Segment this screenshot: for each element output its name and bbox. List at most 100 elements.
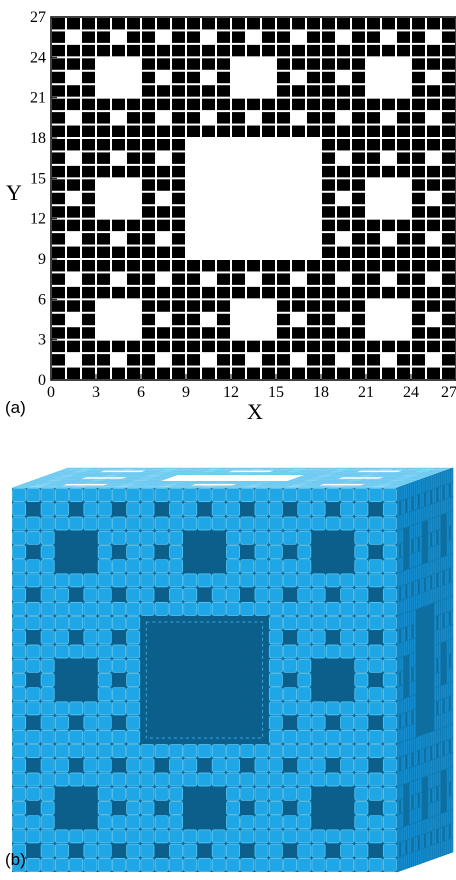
carpet-cell: [52, 192, 65, 205]
carpet-cell: [52, 219, 65, 232]
carpet-cell: [142, 58, 155, 70]
front-face-cube: [112, 602, 126, 616]
side-face-cube: [396, 771, 400, 788]
front-face-hole: [168, 644, 184, 659]
front-face-hole: [183, 559, 198, 574]
carpet-cell: [277, 85, 290, 97]
y-tick-label: 21: [30, 90, 46, 107]
carpet-cell: [322, 206, 335, 218]
side-face-cube: [438, 642, 441, 659]
side-face-cube: [450, 751, 454, 768]
front-face-cube: [154, 829, 169, 844]
front-face-hole: [69, 758, 84, 773]
front-face-cube: [97, 573, 112, 588]
front-face-hole: [282, 544, 298, 560]
front-face-cube: [226, 488, 240, 502]
side-face-cube: [433, 658, 437, 675]
front-face-hole: [140, 644, 155, 659]
carpet-cell: [112, 165, 125, 178]
side-face-cube: [444, 498, 448, 515]
front-face-hole: [211, 616, 226, 631]
carpet-cell: [217, 354, 230, 366]
top-face-cube: [224, 472, 242, 474]
side-face-cube: [429, 517, 433, 534]
carpet-cell: [187, 327, 200, 339]
side-face-cube: [396, 671, 400, 688]
carpet-cell: [97, 125, 110, 137]
front-face-cube: [297, 644, 312, 659]
front-face-hole: [154, 701, 169, 716]
carpet-cell: [217, 112, 230, 124]
front-face-cube: [283, 559, 297, 574]
front-face-hole: [254, 687, 269, 702]
top-face-cube: [154, 486, 171, 489]
top-face-cube: [26, 486, 43, 489]
front-face-hole: [154, 687, 169, 702]
central-hole-depth: [145, 621, 264, 739]
carpet-cell: [142, 233, 155, 245]
carpet-cell: [307, 354, 320, 366]
front-face-hole: [240, 672, 255, 688]
side-face-cube: [400, 855, 404, 871]
front-face-cube: [112, 516, 126, 531]
front-face-cube: [354, 587, 369, 602]
front-face-hole: [197, 800, 212, 816]
front-face-cube: [197, 772, 212, 787]
front-face-hole: [183, 786, 198, 801]
front-face-cube: [169, 516, 183, 531]
front-face-cube: [97, 530, 112, 545]
side-face-cube: [446, 554, 450, 571]
carpet-cell: [352, 233, 365, 245]
side-face-cube: [417, 479, 421, 496]
carpet-cell: [142, 139, 155, 151]
front-face-cube: [354, 829, 369, 844]
carpet-cell: [322, 300, 335, 312]
front-face-hole: [211, 658, 226, 673]
side-face-cube: [446, 639, 450, 656]
front-face-cube: [254, 488, 269, 502]
side-face-cube: [436, 600, 439, 617]
carpet-cell: [172, 44, 185, 57]
side-face-cube: [436, 771, 439, 788]
side-face-cube: [413, 523, 417, 540]
side-face-cube: [411, 680, 414, 697]
carpet-cell: [412, 152, 425, 164]
front-face-hole: [197, 687, 212, 702]
carpet-cell: [352, 327, 365, 339]
front-face-hole: [154, 800, 169, 816]
front-face-hole: [240, 729, 255, 744]
front-face-hole: [54, 687, 70, 702]
carpet-cell: [172, 125, 185, 137]
front-face-cube: [40, 630, 55, 645]
carpet-cell: [262, 340, 275, 353]
front-face-cube: [112, 858, 126, 872]
front-face-hole: [225, 672, 241, 688]
front-face-cube: [254, 516, 269, 531]
carpet-cell: [97, 340, 110, 353]
carpet-cell: [307, 71, 320, 84]
front-face-hole: [168, 701, 184, 716]
front-face-cube: [311, 587, 326, 602]
side-face-cube: [411, 822, 414, 839]
front-face-hole: [140, 715, 155, 730]
front-face-cube: [12, 758, 27, 773]
front-face-cube: [226, 545, 240, 559]
carpet-cell: [142, 31, 155, 43]
side-face-cube: [440, 485, 443, 502]
side-face-cube: [409, 709, 412, 726]
front-face-hole: [225, 701, 241, 716]
carpet-cell: [97, 367, 110, 379]
front-face-hole: [168, 687, 184, 702]
side-face-cube: [433, 786, 437, 803]
front-face-cube: [297, 744, 312, 758]
side-face-cube: [400, 641, 404, 658]
carpet-cell: [97, 165, 110, 178]
front-face-cube: [126, 516, 141, 531]
carpet-cell: [82, 327, 95, 339]
carpet-cell: [112, 125, 125, 137]
x-tick-label: 9: [182, 384, 190, 401]
front-face-cube: [268, 744, 283, 758]
side-face-cube: [436, 515, 439, 532]
front-face-cube: [297, 502, 312, 517]
front-face-cube: [140, 758, 155, 773]
